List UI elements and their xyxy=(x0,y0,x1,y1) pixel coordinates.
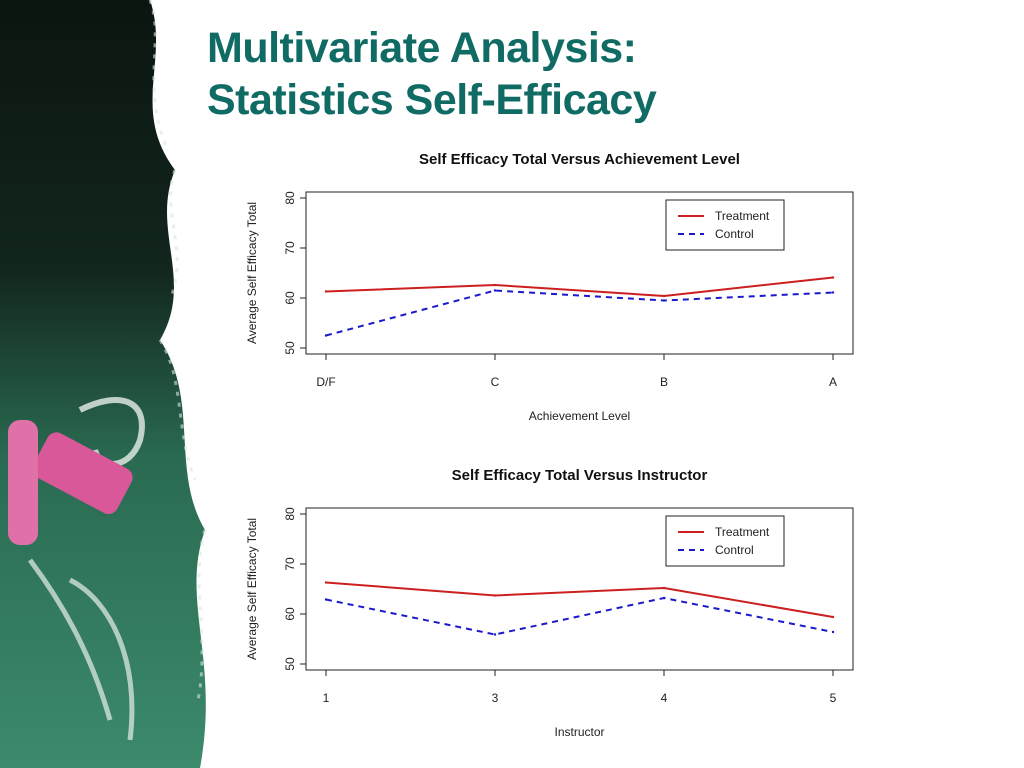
chart-achievement-level: Self Efficacy Total Versus Achievement L… xyxy=(245,151,854,423)
plot-frame xyxy=(305,191,854,355)
chart-title: Self Efficacy Total Versus Achievement L… xyxy=(419,151,740,168)
y-tick-label: 60 xyxy=(283,607,297,621)
data-point-treatment xyxy=(324,581,328,584)
series-line-treatment xyxy=(325,581,834,618)
slide-title: Multivariate Analysis: Statistics Self-E… xyxy=(207,22,657,126)
y-tick-label: 80 xyxy=(283,191,297,205)
legend-label-treatment: Treatment xyxy=(715,525,770,539)
y-tick-label: 70 xyxy=(283,241,297,255)
x-tick-label: C xyxy=(491,375,500,389)
data-point-control xyxy=(831,630,835,634)
x-tick-label: D/F xyxy=(316,375,335,389)
chalkboard-decoration xyxy=(0,0,207,768)
x-axis-label: Instructor xyxy=(554,725,604,739)
y-tick-label: 60 xyxy=(283,291,297,305)
data-point-treatment xyxy=(831,615,835,619)
x-axis-label: Achievement Level xyxy=(529,409,630,423)
y-tick-label: 50 xyxy=(283,657,297,671)
series-line-control xyxy=(325,596,834,636)
y-tick-label: 70 xyxy=(283,557,297,571)
data-point-control xyxy=(662,596,666,600)
data-point-control xyxy=(493,633,497,636)
chalk-scratch xyxy=(148,0,207,701)
data-point-control xyxy=(324,334,328,337)
x-tick-label: A xyxy=(829,375,837,389)
slide-title-line-2: Statistics Self-Efficacy xyxy=(207,76,657,124)
x-tick-label: 4 xyxy=(661,691,668,705)
y-tick-label: 50 xyxy=(283,341,297,355)
legend-label-control: Control xyxy=(715,227,754,241)
legend-box xyxy=(665,199,785,251)
x-tick-label: 3 xyxy=(492,691,499,705)
series-line-control xyxy=(325,289,834,337)
data-point-control xyxy=(662,299,666,302)
data-point-treatment xyxy=(493,283,497,287)
series-line-treatment xyxy=(325,276,834,298)
x-tick-label: 5 xyxy=(830,691,837,705)
data-point-treatment xyxy=(831,276,835,279)
data-point-control xyxy=(831,291,835,294)
legend-box xyxy=(665,515,785,567)
legend-label-treatment: Treatment xyxy=(715,209,770,223)
pink-chalk-icon xyxy=(8,420,133,545)
y-axis-label: Average Self Efficacy Total xyxy=(245,202,259,344)
legend-label-control: Control xyxy=(715,543,754,557)
data-point-treatment xyxy=(324,290,328,293)
x-tick-label: B xyxy=(660,375,668,389)
x-tick-label: 1 xyxy=(323,691,330,705)
data-point-treatment xyxy=(662,294,666,298)
chart-instructor: Self Efficacy Total Versus Instructor 50 6… xyxy=(245,467,854,739)
slide-title-line-1: Multivariate Analysis: xyxy=(207,24,637,72)
chalk-scribble-bottom xyxy=(27,558,135,741)
plot-frame xyxy=(305,507,854,671)
data-point-control xyxy=(493,289,497,292)
data-point-treatment xyxy=(493,594,497,597)
data-point-control xyxy=(324,598,328,601)
y-axis-label: Average Self Efficacy Total xyxy=(245,518,259,660)
chalkboard-shape xyxy=(0,0,206,768)
chart-title: Self Efficacy Total Versus Instructor xyxy=(452,467,708,484)
y-tick-label: 80 xyxy=(283,507,297,521)
data-point-treatment xyxy=(662,586,666,590)
